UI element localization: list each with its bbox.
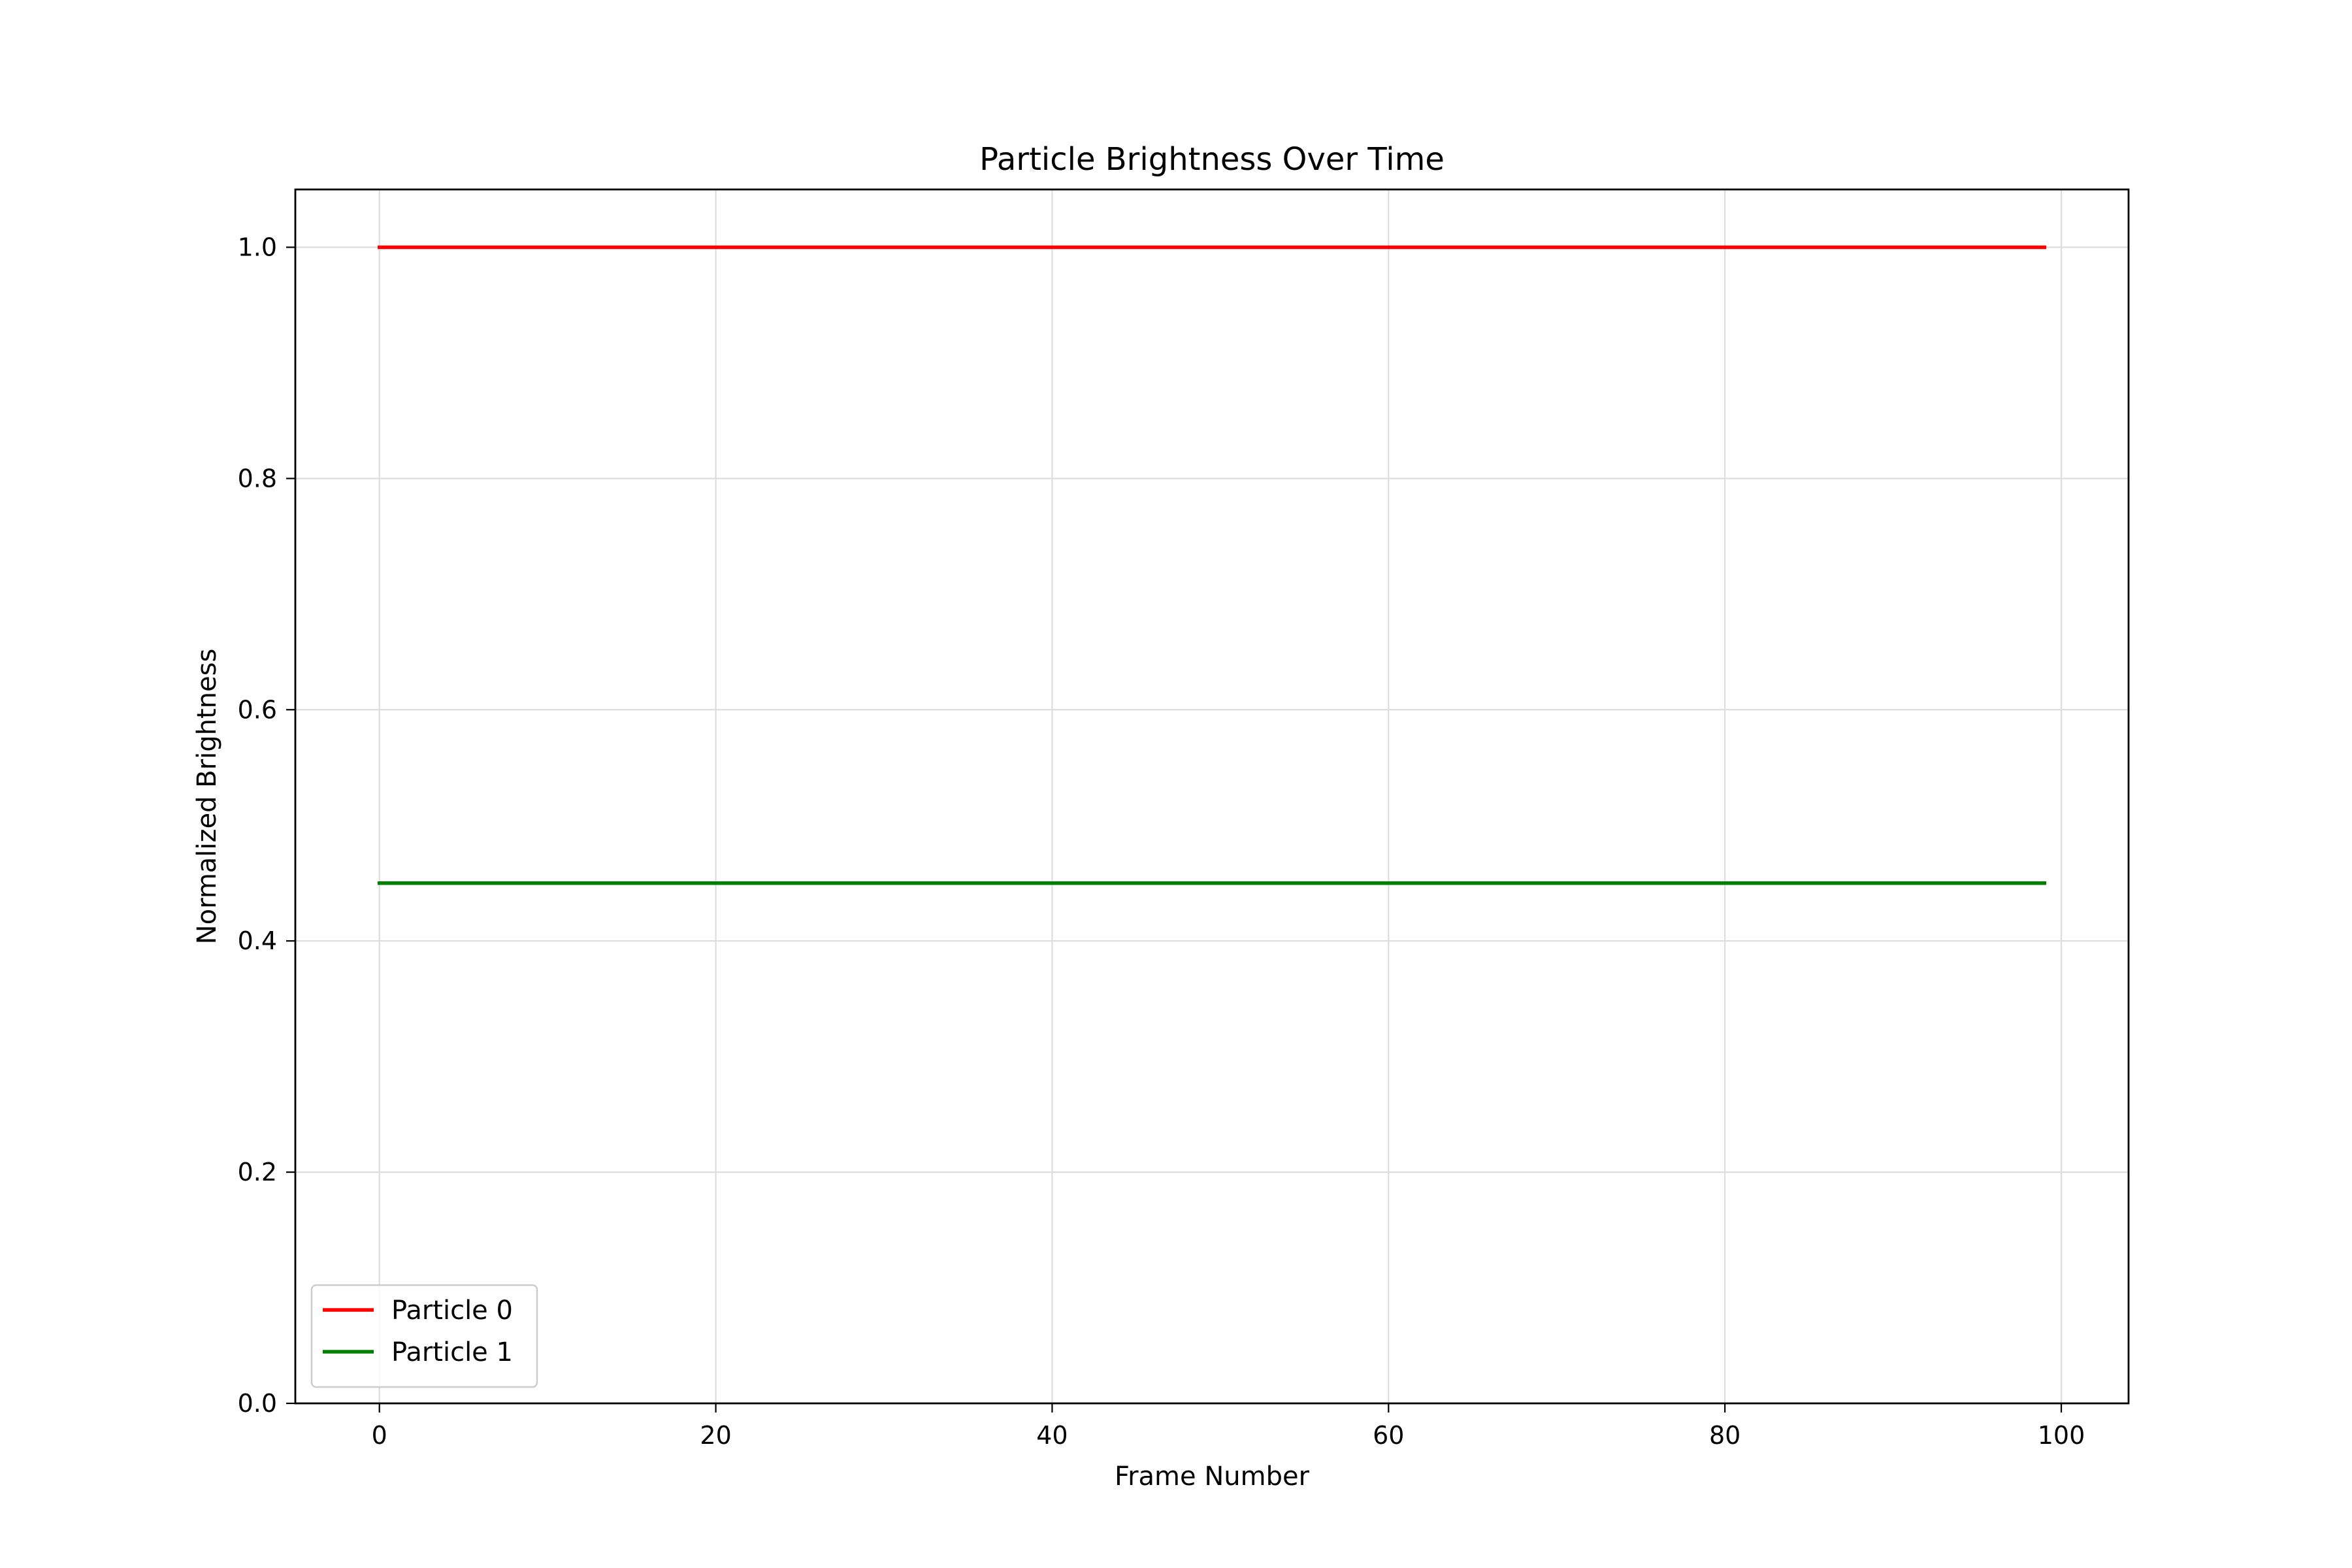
series-lines — [377, 245, 2047, 885]
x-axis-label: Frame Number — [1115, 1462, 1310, 1492]
grid — [295, 189, 2129, 1405]
y-tick-label: 0.0 — [238, 1389, 277, 1418]
y-tick-label: 0.6 — [238, 695, 277, 724]
x-tick-label: 60 — [1373, 1421, 1404, 1450]
x-tick-label: 40 — [1036, 1421, 1068, 1450]
legend: Particle 0 Particle 1 — [310, 1284, 538, 1388]
x-tick-label: 0 — [372, 1421, 387, 1450]
axes-frame — [294, 188, 2130, 1405]
y-tick-label: 0.8 — [238, 464, 277, 493]
legend-label: Particle 1 — [391, 1337, 513, 1367]
legend-label: Particle 0 — [391, 1296, 513, 1326]
y-tick-label: 1.0 — [238, 233, 277, 261]
axis-ticks: 0 20 40 60 80 100 0.0 0.2 0.4 0.6 0.8 1.0 — [238, 233, 2085, 1450]
x-tick-label: 20 — [700, 1421, 731, 1450]
chart-title: Particle Brightness Over Time — [979, 141, 1445, 178]
y-tick-label: 0.4 — [238, 926, 277, 955]
x-tick-label: 80 — [1709, 1421, 1740, 1450]
y-tick-label: 0.2 — [238, 1158, 277, 1186]
x-tick-label: 100 — [2038, 1421, 2085, 1450]
y-axis-label: Normalized Brightness — [192, 649, 222, 945]
